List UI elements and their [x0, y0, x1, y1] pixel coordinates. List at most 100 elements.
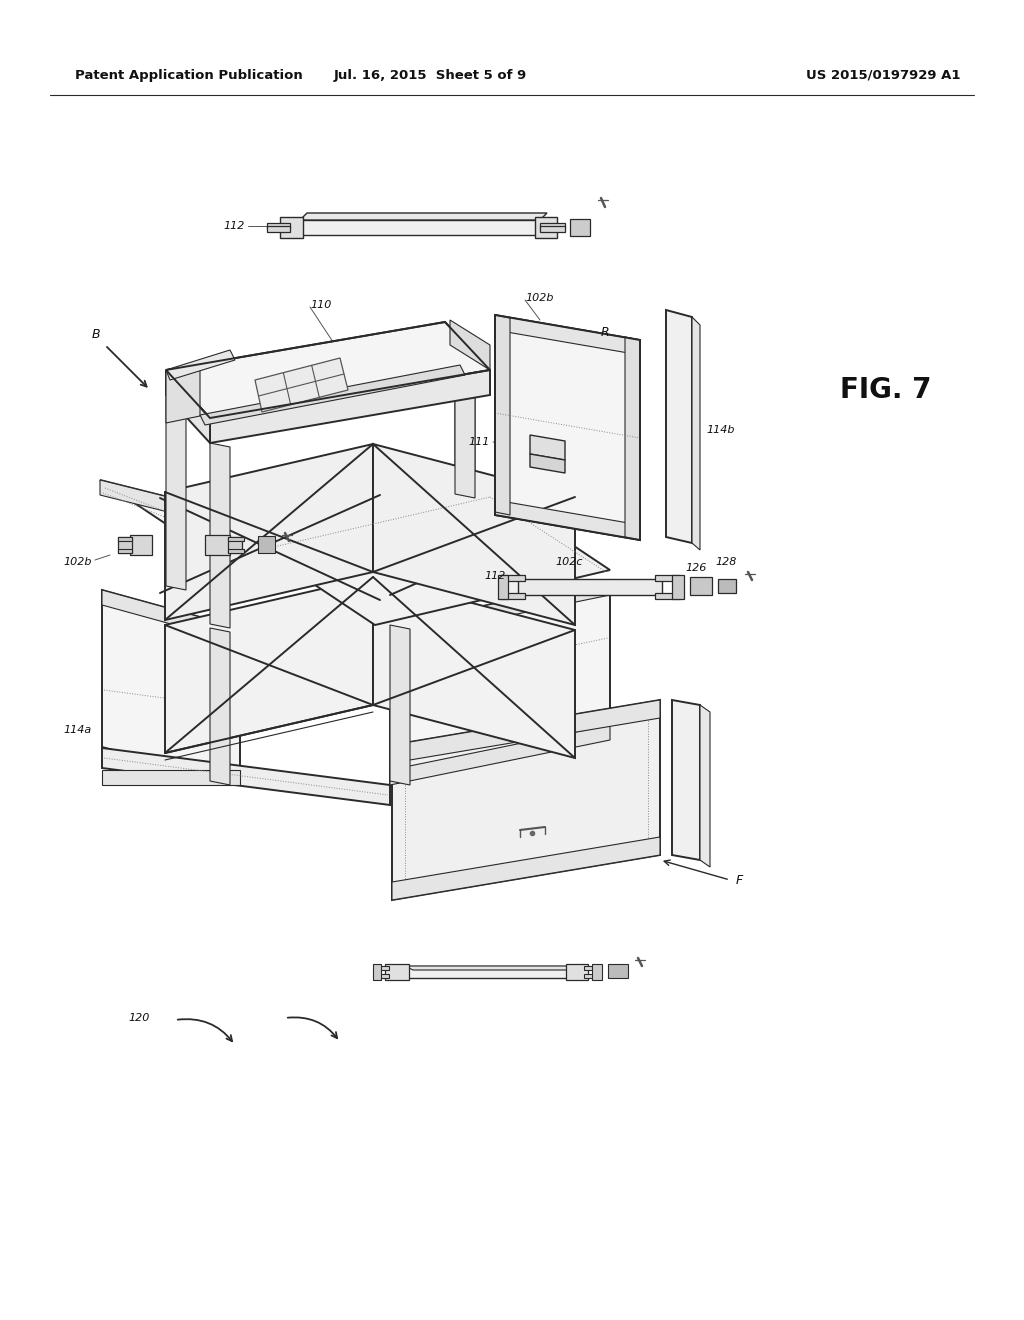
Polygon shape	[200, 366, 465, 425]
Text: 112: 112	[223, 220, 245, 231]
Polygon shape	[390, 624, 410, 785]
Polygon shape	[455, 345, 475, 500]
Polygon shape	[390, 579, 610, 785]
Text: 128: 128	[715, 557, 736, 568]
Polygon shape	[570, 219, 590, 236]
Text: F: F	[736, 874, 743, 887]
Polygon shape	[692, 317, 700, 550]
Polygon shape	[498, 576, 508, 599]
Polygon shape	[700, 705, 710, 867]
Text: Patent Application Publication: Patent Application Publication	[75, 69, 303, 82]
Polygon shape	[280, 216, 303, 238]
Polygon shape	[166, 363, 200, 422]
Polygon shape	[666, 310, 692, 543]
Polygon shape	[102, 748, 390, 805]
Polygon shape	[690, 577, 712, 595]
Text: 102b: 102b	[525, 293, 554, 304]
Polygon shape	[300, 220, 540, 235]
Polygon shape	[390, 579, 610, 640]
Polygon shape	[385, 964, 409, 979]
Polygon shape	[130, 535, 152, 554]
Polygon shape	[540, 223, 565, 228]
Polygon shape	[210, 628, 230, 785]
Polygon shape	[255, 490, 610, 624]
Polygon shape	[608, 964, 628, 978]
Polygon shape	[495, 315, 640, 540]
Polygon shape	[377, 966, 389, 970]
Polygon shape	[258, 536, 275, 553]
Polygon shape	[406, 966, 580, 970]
Polygon shape	[450, 319, 490, 370]
Polygon shape	[100, 480, 380, 601]
Polygon shape	[718, 579, 736, 593]
Polygon shape	[373, 444, 575, 624]
Polygon shape	[392, 700, 660, 900]
Polygon shape	[655, 576, 680, 581]
Polygon shape	[205, 535, 230, 554]
Polygon shape	[500, 576, 525, 581]
Text: 112: 112	[484, 572, 506, 581]
Text: 114b: 114b	[706, 425, 734, 436]
Polygon shape	[210, 444, 230, 628]
Polygon shape	[672, 700, 700, 861]
Polygon shape	[495, 315, 510, 515]
Polygon shape	[220, 545, 380, 601]
Polygon shape	[118, 549, 132, 553]
Polygon shape	[390, 725, 610, 785]
Polygon shape	[267, 223, 290, 228]
Polygon shape	[625, 337, 640, 540]
Polygon shape	[165, 444, 373, 620]
Polygon shape	[210, 370, 490, 444]
Polygon shape	[377, 974, 389, 978]
Text: 102c: 102c	[555, 557, 583, 568]
Polygon shape	[392, 700, 660, 763]
Polygon shape	[166, 350, 234, 380]
Polygon shape	[592, 964, 602, 979]
Polygon shape	[530, 436, 565, 459]
Text: 114a: 114a	[63, 725, 92, 735]
Text: R: R	[601, 326, 609, 338]
Polygon shape	[102, 770, 240, 785]
Polygon shape	[228, 537, 242, 553]
Text: 102b: 102b	[63, 557, 92, 568]
Polygon shape	[584, 966, 596, 970]
Polygon shape	[255, 358, 348, 412]
Text: Jul. 16, 2015  Sheet 5 of 9: Jul. 16, 2015 Sheet 5 of 9	[334, 69, 526, 82]
Polygon shape	[495, 315, 640, 355]
Text: B: B	[92, 329, 100, 342]
Text: 111: 111	[469, 437, 490, 447]
Polygon shape	[100, 480, 260, 535]
Polygon shape	[166, 370, 210, 444]
Polygon shape	[102, 590, 240, 643]
Polygon shape	[373, 577, 575, 758]
Polygon shape	[500, 593, 525, 599]
Text: US 2015/0197929 A1: US 2015/0197929 A1	[806, 69, 961, 82]
Text: FIG. 7: FIG. 7	[840, 376, 932, 404]
Polygon shape	[228, 537, 244, 541]
Polygon shape	[455, 370, 475, 498]
Polygon shape	[118, 537, 132, 553]
Polygon shape	[300, 213, 547, 220]
Polygon shape	[672, 576, 684, 599]
Polygon shape	[406, 966, 572, 978]
Polygon shape	[267, 226, 290, 232]
Text: 110: 110	[310, 300, 332, 310]
Polygon shape	[518, 579, 662, 595]
Polygon shape	[166, 322, 490, 418]
Polygon shape	[102, 590, 240, 785]
Polygon shape	[165, 577, 373, 752]
Polygon shape	[495, 500, 640, 540]
Polygon shape	[228, 549, 244, 553]
Text: 126: 126	[685, 564, 707, 573]
Polygon shape	[392, 837, 660, 900]
Polygon shape	[118, 537, 132, 541]
Polygon shape	[655, 593, 680, 599]
Polygon shape	[373, 964, 381, 979]
Polygon shape	[566, 964, 588, 979]
Polygon shape	[166, 395, 186, 590]
Polygon shape	[535, 216, 557, 238]
Text: 120: 120	[129, 1012, 150, 1023]
Polygon shape	[540, 226, 565, 232]
Polygon shape	[584, 974, 596, 978]
Polygon shape	[530, 454, 565, 473]
